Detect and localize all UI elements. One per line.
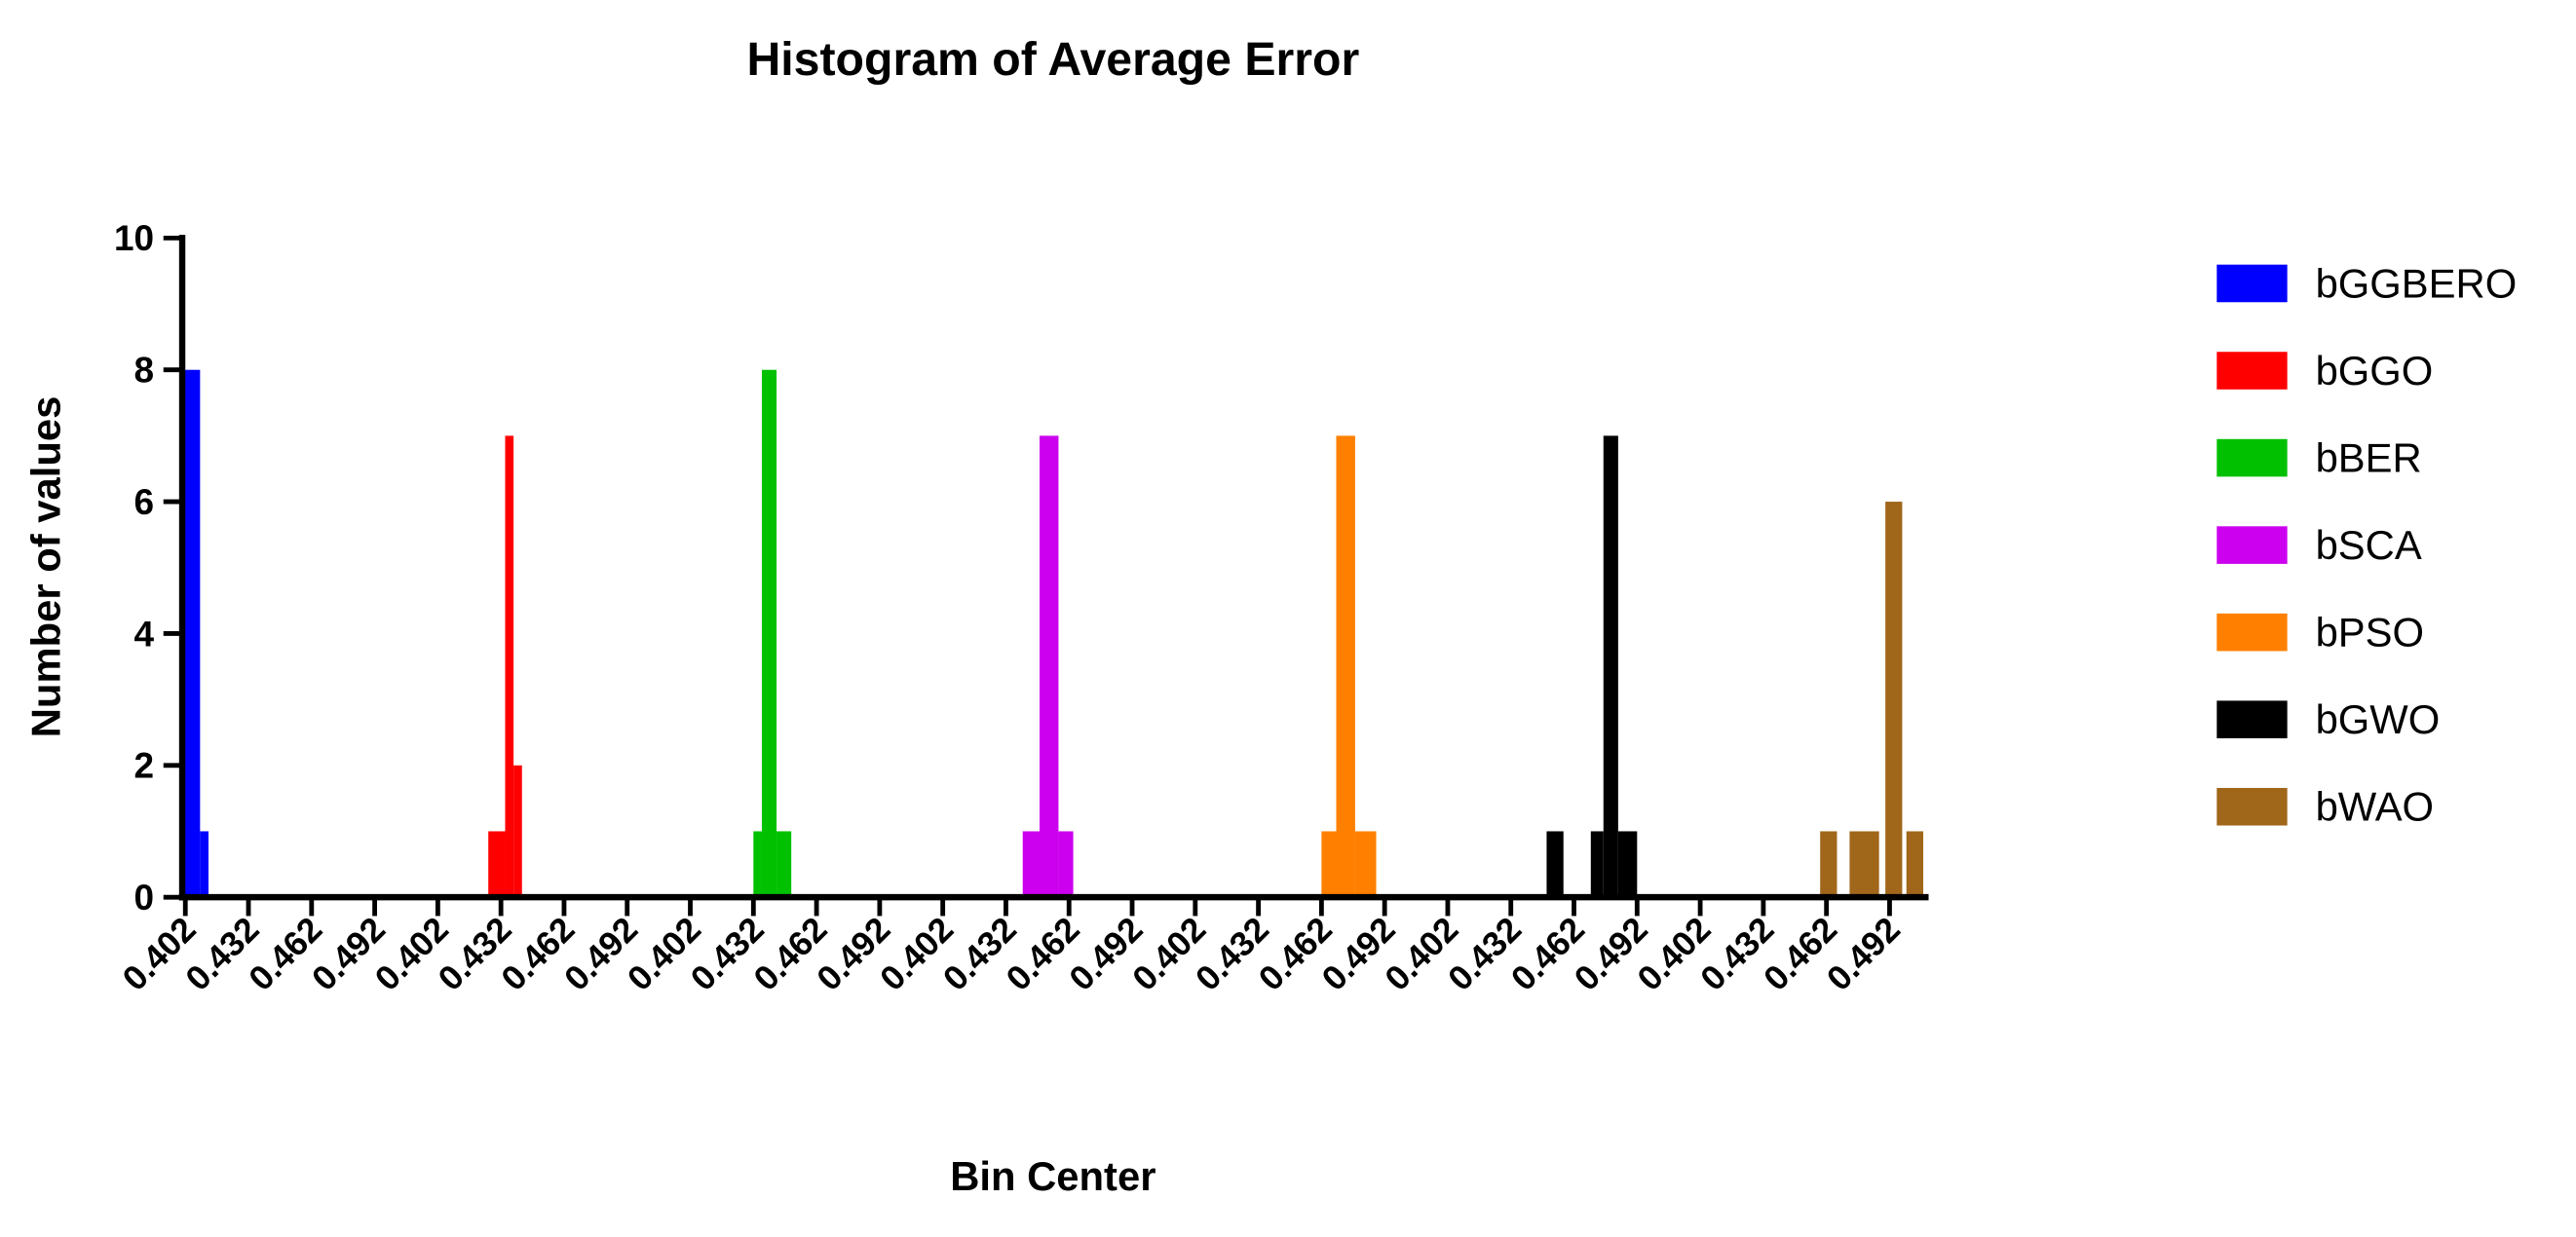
bar (1058, 831, 1074, 898)
legend-swatch (2216, 526, 2288, 564)
bar (1617, 831, 1638, 898)
x-tick-label: 0.492 (1568, 911, 1655, 998)
legend-swatch (2216, 613, 2288, 652)
x-tick-label: 0.462 (1504, 911, 1592, 998)
y-tick-label: 8 (134, 351, 155, 391)
y-axis-title: Number of values (23, 396, 69, 738)
y-tick-label: 10 (114, 218, 154, 258)
y-tick-label: 0 (134, 878, 155, 918)
x-tick-label: 0.492 (810, 911, 897, 998)
x-tick-label: 0.402 (1378, 911, 1465, 998)
bar (1022, 831, 1041, 898)
x-tick-label: 0.462 (1757, 911, 1844, 998)
y-tick-label: 2 (134, 746, 155, 786)
bar (200, 831, 208, 898)
legend-label: bSCA (2316, 522, 2422, 568)
x-axis-title: Bin Center (950, 1153, 1155, 1199)
x-tick-label: 0.492 (305, 911, 393, 998)
x-tick-label: 0.492 (1062, 911, 1150, 998)
bar (513, 765, 522, 898)
chart-title: Histogram of Average Error (746, 33, 1359, 86)
legend-label: bBER (2316, 435, 2422, 481)
y-tick-label: 4 (134, 614, 155, 654)
legend-swatch (2216, 700, 2288, 738)
x-tick-label: 0.402 (116, 911, 204, 998)
bar (488, 831, 506, 898)
legend-swatch (2216, 352, 2288, 390)
x-tick-label: 0.402 (873, 911, 961, 998)
x-tick-label: 0.432 (178, 911, 266, 998)
bar (753, 831, 762, 898)
x-tick-label: 0.462 (1000, 911, 1087, 998)
bar (1590, 831, 1604, 898)
x-tick-label: 0.492 (1820, 911, 1908, 998)
legend-swatch (2216, 438, 2288, 477)
x-tick-label: 0.432 (1693, 911, 1781, 998)
bar (505, 435, 514, 898)
x-tick-label: 0.402 (1125, 911, 1213, 998)
x-tick-label: 0.402 (1630, 911, 1718, 998)
y-tick-label: 6 (134, 482, 155, 522)
legend-label: bWAO (2316, 784, 2435, 830)
legend-label: bGWO (2316, 696, 2441, 742)
bar (1040, 435, 1059, 898)
x-tick-label: 0.432 (936, 911, 1024, 998)
x-tick-label: 0.402 (368, 911, 456, 998)
bar (1546, 831, 1564, 898)
bar (1885, 502, 1903, 898)
bar (777, 831, 792, 898)
bar (1336, 435, 1355, 898)
x-tick-label: 0.462 (242, 911, 329, 998)
legend-swatch (2216, 264, 2288, 303)
x-tick-label: 0.432 (1441, 911, 1529, 998)
bar (1820, 831, 1837, 898)
bar (1906, 831, 1924, 898)
legend-label: bGGBERO (2316, 260, 2518, 306)
bar (183, 369, 201, 898)
bar (1354, 831, 1377, 898)
legend-label: bGGO (2316, 348, 2434, 394)
bar (1321, 831, 1337, 898)
legend-label: bPSO (2316, 610, 2424, 656)
bar (761, 369, 777, 898)
x-tick-label: 0.402 (621, 911, 708, 998)
x-tick-label: 0.492 (557, 911, 645, 998)
x-tick-label: 0.432 (684, 911, 772, 998)
x-tick-label: 0.462 (494, 911, 582, 998)
x-tick-label: 0.432 (1189, 911, 1276, 998)
bar (1603, 435, 1618, 898)
x-tick-label: 0.492 (1315, 911, 1403, 998)
x-tick-label: 0.462 (746, 911, 834, 998)
legend-swatch (2216, 787, 2288, 826)
bar (1849, 831, 1879, 898)
x-tick-label: 0.432 (432, 911, 519, 998)
x-tick-label: 0.462 (1252, 911, 1340, 998)
